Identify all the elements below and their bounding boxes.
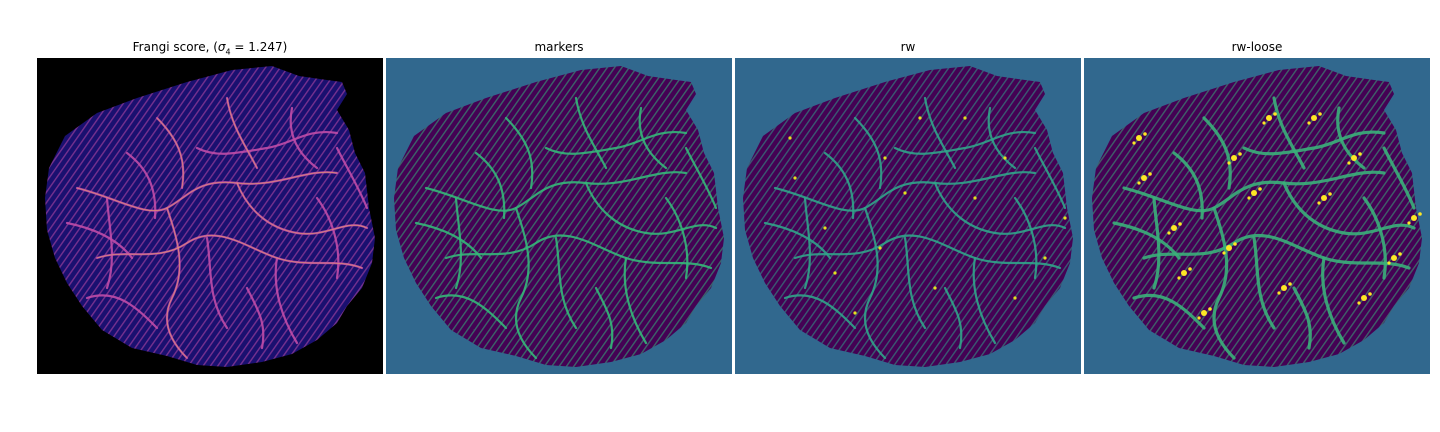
bright-region <box>1391 255 1397 261</box>
rw-image-panel <box>735 58 1081 374</box>
bright-region <box>1357 301 1360 304</box>
bright-region <box>878 246 881 249</box>
frangi-image <box>37 58 383 374</box>
bright-region <box>793 176 796 179</box>
bright-region <box>1273 112 1277 116</box>
bright-region <box>1238 152 1242 156</box>
bright-region <box>1251 190 1257 196</box>
panel-title-frangi: Frangi score, (σ4 = 1.247) <box>37 40 383 59</box>
bright-region <box>1003 156 1006 159</box>
bright-region <box>1262 121 1265 124</box>
bright-region <box>1387 261 1390 264</box>
bright-region <box>1171 225 1177 231</box>
panel-title-markers: markers <box>386 40 732 54</box>
bright-region <box>1222 251 1225 254</box>
bright-region <box>1167 231 1170 234</box>
sigma-symbol: σ <box>218 40 226 54</box>
title-suffix: = 1.247) <box>231 40 288 54</box>
title-prefix: Frangi score, ( <box>133 40 218 54</box>
bright-region <box>1208 307 1212 311</box>
bright-region <box>823 226 826 229</box>
bright-region <box>1347 161 1350 164</box>
panel-title-rw: rw <box>735 40 1081 54</box>
bright-region <box>1231 155 1237 161</box>
bright-region <box>1226 245 1232 251</box>
bright-region <box>1247 196 1250 199</box>
bright-region <box>1311 115 1317 121</box>
bright-region <box>1368 292 1372 296</box>
bright-region <box>918 116 921 119</box>
bright-region <box>1227 161 1230 164</box>
bright-region <box>1063 216 1066 219</box>
bright-region <box>1411 215 1417 221</box>
bright-region <box>1177 276 1180 279</box>
bright-region <box>1398 252 1402 256</box>
bright-region <box>903 191 906 194</box>
bright-region <box>1258 187 1262 191</box>
bright-region <box>1043 256 1046 259</box>
bright-region <box>1132 141 1135 144</box>
bright-region <box>1277 291 1280 294</box>
bright-region <box>1307 121 1310 124</box>
bright-region <box>1288 282 1292 286</box>
bright-region <box>883 156 886 159</box>
rw-loose-image-panel <box>1084 58 1430 374</box>
markers-image <box>386 58 732 374</box>
markers-image-panel <box>386 58 732 374</box>
bright-region <box>1361 295 1367 301</box>
bright-region <box>1181 270 1187 276</box>
bright-region <box>1281 285 1287 291</box>
bright-region <box>1136 135 1142 141</box>
bright-region <box>1418 212 1422 216</box>
bright-region <box>1201 310 1207 316</box>
bright-region <box>1148 172 1152 176</box>
rw-image <box>735 58 1081 374</box>
bright-region <box>1351 155 1357 161</box>
bright-region <box>1197 316 1200 319</box>
bright-region <box>1188 267 1192 271</box>
bright-region <box>1407 221 1410 224</box>
bright-region <box>963 116 966 119</box>
bright-region <box>1318 112 1322 116</box>
bright-region <box>1317 201 1320 204</box>
frangi-image-panel <box>37 58 383 374</box>
bright-region <box>1266 115 1272 121</box>
bright-region <box>1143 132 1147 136</box>
bright-region <box>1137 181 1140 184</box>
bright-region <box>853 311 856 314</box>
bright-region <box>933 286 936 289</box>
bright-region <box>973 196 976 199</box>
bright-region <box>1178 222 1182 226</box>
bright-region <box>788 136 791 139</box>
panel-title-rw-loose: rw-loose <box>1084 40 1430 54</box>
bright-region <box>1233 242 1237 246</box>
bright-region <box>1013 296 1016 299</box>
bright-region <box>1358 152 1362 156</box>
rw-loose-image <box>1084 58 1430 374</box>
bright-region <box>1141 175 1147 181</box>
bright-region <box>1321 195 1327 201</box>
bright-region <box>1328 192 1332 196</box>
bright-region <box>833 271 836 274</box>
